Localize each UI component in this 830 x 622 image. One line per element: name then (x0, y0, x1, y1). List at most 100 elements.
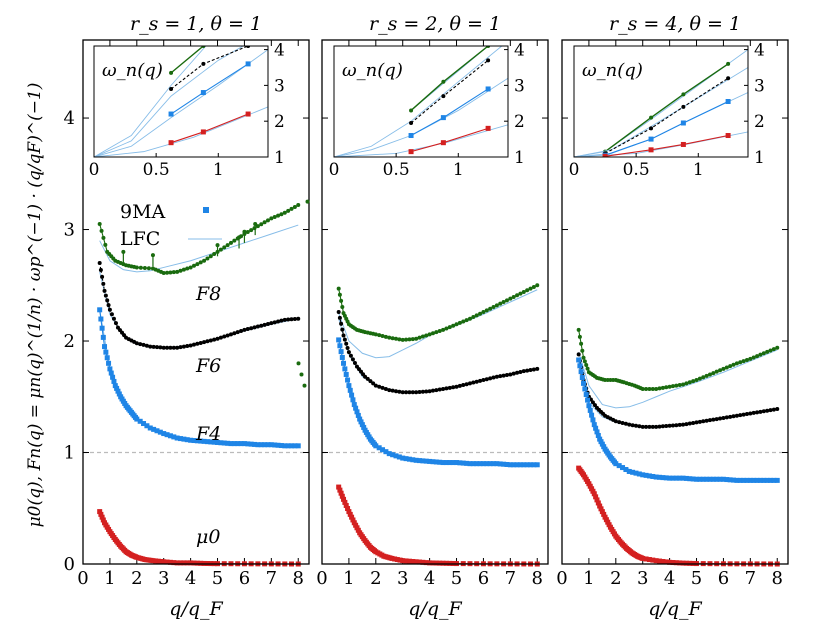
x-tick-label: 2 (610, 568, 621, 589)
data-point-F8 (660, 385, 665, 390)
data-point-F6 (336, 310, 341, 315)
data-point-F8 (420, 334, 425, 339)
data-point-F4 (528, 462, 534, 468)
stray-point (305, 199, 310, 204)
x-tick-label: 5 (451, 568, 462, 589)
data-point-F8 (121, 249, 126, 254)
data-point-F4 (400, 455, 406, 461)
inset-x-tick-label: 0 (329, 160, 340, 180)
inset-label: ω_n(q) (582, 60, 643, 81)
data-point-F6 (637, 424, 642, 429)
x-tick-label: 6 (239, 568, 250, 589)
data-point-F4 (585, 397, 591, 403)
data-point-F8 (768, 348, 773, 353)
data-point-F4 (346, 383, 352, 389)
inset-x-tick-label: 0.5 (143, 160, 170, 180)
inset-series-F4 (574, 92, 748, 157)
data-point-F4 (454, 460, 460, 466)
data-point-mu0 (111, 535, 117, 541)
data-point-F6 (731, 414, 736, 419)
data-point-mu0 (599, 509, 605, 515)
data-point-F6 (657, 424, 662, 429)
data-point-F8 (111, 256, 116, 261)
inset-y-tick-label: 1 (514, 148, 525, 168)
y-tick-label: 4 (64, 108, 75, 129)
data-point-F4 (587, 407, 593, 413)
data-point-F6 (660, 424, 665, 429)
data-point-F4 (100, 334, 106, 340)
data-point-F6 (195, 341, 200, 346)
panel-title: r_s = 2, θ = 1 (369, 13, 501, 35)
inset-content (334, 46, 508, 157)
data-point-F4 (151, 426, 157, 432)
data-point-mu0 (99, 514, 105, 520)
data-point-F4 (215, 439, 221, 445)
data-point-mu0 (593, 494, 599, 500)
data-point-F8 (387, 335, 392, 340)
data-point-F8 (132, 264, 137, 269)
data-point-F6 (97, 260, 102, 265)
data-point-mu0 (437, 560, 443, 566)
data-point-mu0 (148, 557, 154, 563)
inset-point-F4 (485, 86, 491, 92)
data-point-mu0 (420, 559, 426, 565)
data-point-F6 (205, 339, 210, 344)
data-point-F8 (704, 373, 709, 378)
data-point-F8 (738, 360, 743, 365)
data-point-F8 (447, 325, 452, 330)
data-point-F8 (579, 341, 584, 346)
data-point-F4 (427, 458, 433, 464)
data-point-F6 (751, 410, 756, 415)
data-point-mu0 (601, 511, 607, 517)
data-point-mu0 (184, 560, 190, 566)
data-point-F4 (663, 475, 669, 481)
data-point-F4 (595, 433, 601, 439)
data-point-F6 (617, 420, 622, 425)
data-point-F4 (127, 408, 133, 414)
data-point-F6 (471, 380, 476, 385)
lfc-line-F8 (338, 289, 538, 359)
data-point-F8 (380, 334, 385, 339)
data-point-F6 (365, 376, 370, 381)
data-point-F8 (731, 362, 736, 367)
data-point-F4 (521, 462, 527, 468)
inset-y-tick-label: 3 (754, 76, 765, 96)
x-tick-label: 3 (637, 568, 648, 589)
data-line-F4 (338, 339, 538, 466)
data-point-F8 (103, 242, 108, 247)
inset-y-tick-label: 3 (514, 76, 525, 96)
plot-frame (82, 39, 310, 565)
data-point-F4 (110, 374, 116, 380)
data-point-F8 (159, 269, 164, 274)
inset-point-mu0 (408, 149, 414, 155)
curve-label-mu0: μ0 (196, 526, 220, 548)
data-point-F8 (691, 379, 696, 384)
data-point-F4 (741, 477, 747, 483)
inset-point-F6 (726, 76, 731, 81)
data-point-F4 (768, 477, 774, 483)
data-point-mu0 (174, 560, 180, 566)
data-point-F6 (282, 317, 287, 322)
data-point-F4 (576, 357, 582, 363)
data-point-mu0 (98, 511, 104, 517)
data-point-F6 (451, 385, 456, 390)
data-point-F6 (262, 322, 267, 327)
data-point-F4 (761, 477, 767, 483)
data-point-F8 (198, 260, 203, 265)
data-point-F6 (721, 415, 726, 420)
data-point-F4 (677, 475, 683, 481)
data-point-F4 (406, 456, 412, 462)
x-tick-label: 4 (664, 568, 675, 589)
data-point-mu0 (602, 514, 608, 520)
data-point-F4 (245, 441, 251, 447)
data-point-F8 (225, 243, 230, 248)
series-F4 (97, 307, 301, 449)
data-point-F4 (683, 475, 689, 481)
data-point-F8 (721, 366, 726, 371)
data-point-F8 (99, 228, 104, 233)
data-point-F4 (201, 438, 207, 444)
data-point-F8 (471, 315, 476, 320)
data-point-F8 (269, 216, 274, 221)
series-F8 (97, 203, 301, 276)
data-point-F4 (501, 461, 507, 467)
